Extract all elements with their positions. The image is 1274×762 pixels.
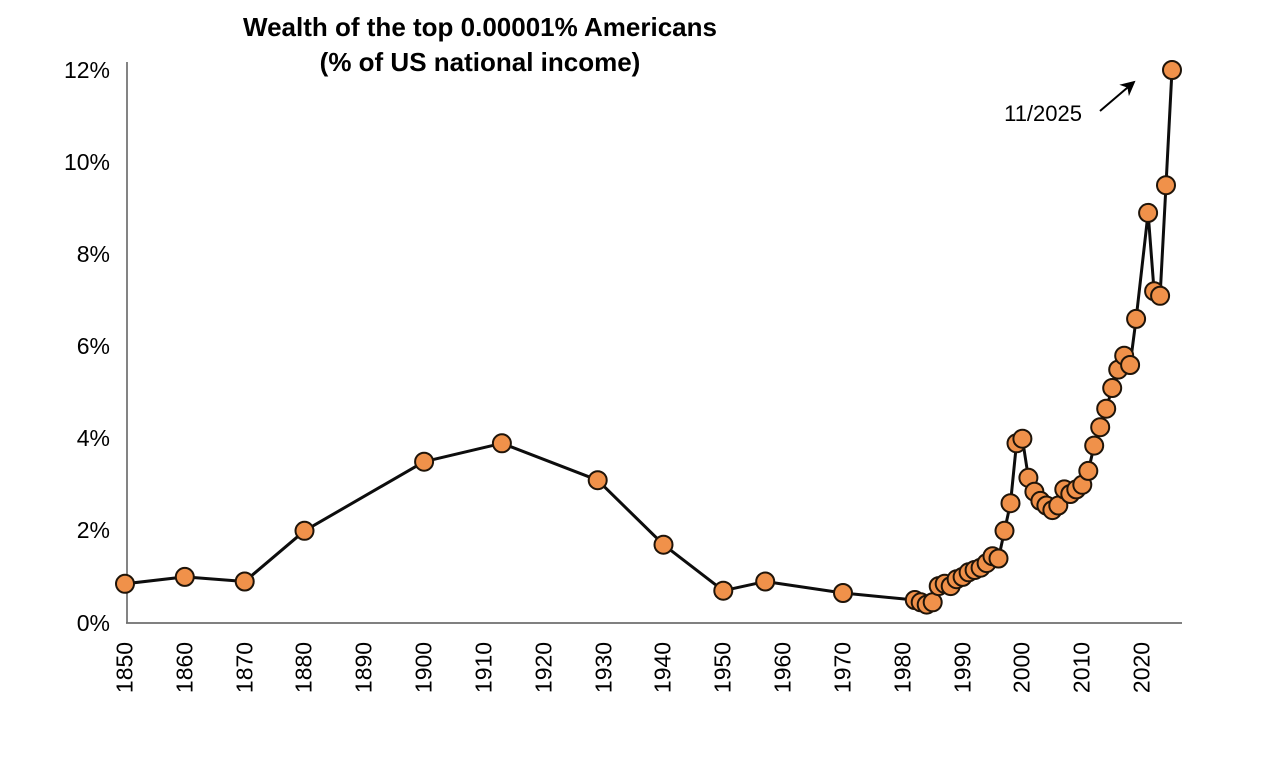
data-point-marker (713, 580, 734, 601)
data-point-marker (1120, 355, 1141, 375)
y-axis-tick-label: 6% (76, 333, 110, 360)
data-point-marker (1162, 60, 1182, 80)
y-axis-tick-label: 12% (63, 56, 110, 83)
data-line (123, 68, 1174, 607)
data-point-marker (1096, 398, 1117, 419)
data-point-marker (1078, 460, 1099, 481)
data-point-marker (1000, 493, 1021, 514)
y-axis-tick-label: 0% (76, 609, 110, 636)
axes (126, 62, 1182, 624)
chart-title-line1: Wealth of the top 0.00001% Americans (243, 12, 717, 42)
data-point-marker (587, 470, 608, 491)
annotation-arrow-icon (1099, 80, 1136, 112)
x-axis-tick-label: 1860 (171, 641, 198, 694)
data-point-marker (1084, 435, 1105, 456)
data-point-marker (1156, 175, 1176, 196)
x-axis-tick-label: 1960 (769, 641, 796, 694)
x-axis-tick-label: 1940 (649, 641, 676, 694)
data-point-marker (988, 548, 1009, 569)
data-point-marker (174, 566, 195, 587)
x-axis-tick-label: 1900 (410, 641, 437, 694)
x-axis-tick-label: 1880 (290, 641, 317, 694)
data-point-marker (491, 433, 512, 454)
x-axis-tick-label: 2020 (1128, 641, 1155, 694)
chart-title-line2: (% of US national income) (319, 47, 641, 77)
data-point-marker (1126, 308, 1147, 329)
x-axis-tick-label: 2010 (1068, 641, 1095, 694)
x-axis-tick-label: 1930 (590, 641, 617, 694)
x-axis-tick-label: 1920 (530, 641, 557, 694)
x-axis-tick-label: 1870 (231, 641, 258, 694)
data-point-marker (1102, 378, 1123, 398)
data-series (115, 60, 1182, 615)
data-point-marker (833, 583, 853, 603)
data-point-marker (1150, 285, 1171, 306)
data-point-marker (994, 520, 1015, 541)
data-point-marker (294, 520, 315, 541)
data-point-marker (115, 573, 135, 594)
y-axis-tick-label: 10% (63, 148, 110, 175)
y-axis-tick-label: 8% (76, 240, 110, 267)
data-point-marker (1090, 417, 1111, 438)
x-axis-tick-label: 1980 (889, 641, 916, 694)
x-axis-tick-label: 1890 (350, 641, 377, 694)
data-point-marker (1012, 428, 1033, 449)
chart-title: Wealth of the top 0.00001% Americans (% … (150, 10, 810, 80)
x-axis-tick-label: 1950 (709, 641, 736, 694)
data-point-marker (414, 451, 435, 472)
x-axis-tick-label: 1990 (949, 641, 976, 694)
x-axis-tick-label: 2000 (1008, 641, 1035, 694)
data-point-marker (1138, 202, 1159, 223)
y-axis-tick-label: 4% (76, 425, 110, 452)
x-axis-tick-label: 1910 (470, 641, 497, 694)
x-axis-tick-label: 1970 (829, 641, 856, 694)
data-point-marker (653, 534, 674, 555)
x-axis-tick-label: 1850 (111, 641, 138, 694)
data-point-marker (755, 571, 776, 592)
annotation-label: 11/2025 (1004, 101, 1082, 126)
data-point-marker (234, 571, 255, 592)
y-axis-tick-label: 2% (76, 517, 110, 544)
